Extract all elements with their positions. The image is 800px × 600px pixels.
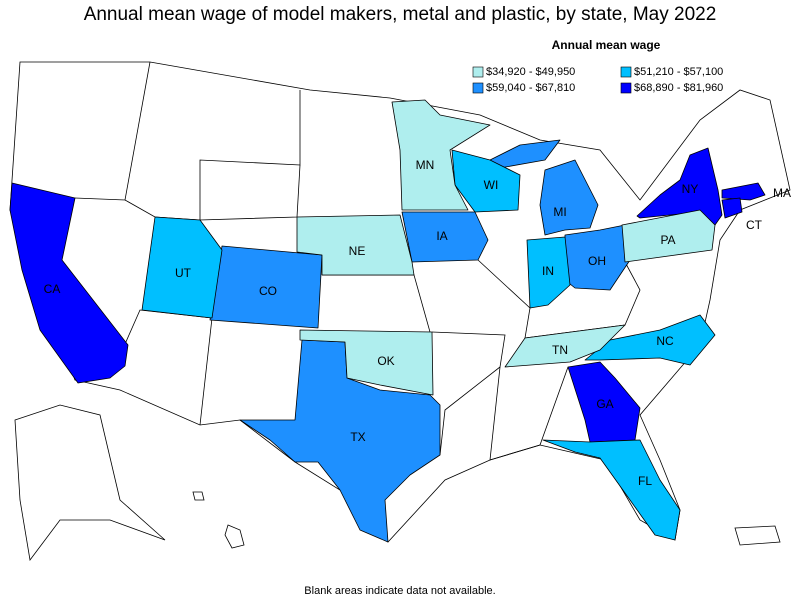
state-shape <box>621 209 716 263</box>
state-border <box>489 366 569 461</box>
state-shape <box>504 324 626 368</box>
legend-swatch <box>620 82 632 94</box>
state-shape <box>584 314 716 366</box>
state-label: IA <box>436 229 447 243</box>
state-label: NY <box>682 182 699 196</box>
state-shape <box>299 329 434 396</box>
state-shape <box>526 236 571 309</box>
footnote: Blank areas indicate data not available. <box>304 585 495 597</box>
state-label: CA <box>44 282 61 296</box>
state-shape <box>296 214 415 276</box>
state-shape <box>239 339 441 543</box>
state-shape <box>567 361 641 443</box>
state-shape <box>401 211 489 263</box>
state-label: TX <box>350 430 365 444</box>
state-label: FL <box>638 474 652 488</box>
state-label: NC <box>656 334 674 348</box>
state-shape <box>391 99 491 211</box>
state-label: TN <box>552 343 568 357</box>
state-label: MN <box>416 158 435 172</box>
legend-title: Annual mean wage <box>552 38 661 52</box>
state-label: NE <box>349 244 366 258</box>
state-label: OK <box>377 354 394 368</box>
state-shape <box>141 216 223 319</box>
state-shape <box>9 182 129 384</box>
state-label: WI <box>484 178 499 192</box>
legend-label: $59,040 - $67,810 <box>486 82 575 94</box>
state-label: MI <box>553 205 566 219</box>
legend-label: $34,920 - $49,950 <box>486 66 575 78</box>
state-label: UT <box>175 266 192 280</box>
legend-swatch <box>472 66 484 78</box>
map-title: Annual mean wage of model makers, metal … <box>84 4 717 25</box>
state-label: PA <box>660 233 675 247</box>
state-label: CO <box>259 284 277 298</box>
legend-swatch <box>620 66 632 78</box>
state-shape <box>721 197 743 219</box>
legend-label: $51,210 - $57,100 <box>634 66 723 78</box>
hawaii <box>224 524 245 549</box>
state-shape <box>542 439 681 541</box>
legend-swatch <box>472 82 484 94</box>
alaska <box>14 404 166 561</box>
state-shape <box>721 182 766 201</box>
legend-label: $68,890 - $81,960 <box>634 82 723 94</box>
state-label: CT <box>746 218 763 232</box>
state-label: GA <box>596 397 613 411</box>
state-label: IN <box>542 264 554 278</box>
state-label: MA <box>773 186 791 200</box>
state-border <box>124 90 301 221</box>
state-label: OH <box>588 254 606 268</box>
hawaii <box>192 491 205 501</box>
puerto-rico <box>734 525 781 546</box>
